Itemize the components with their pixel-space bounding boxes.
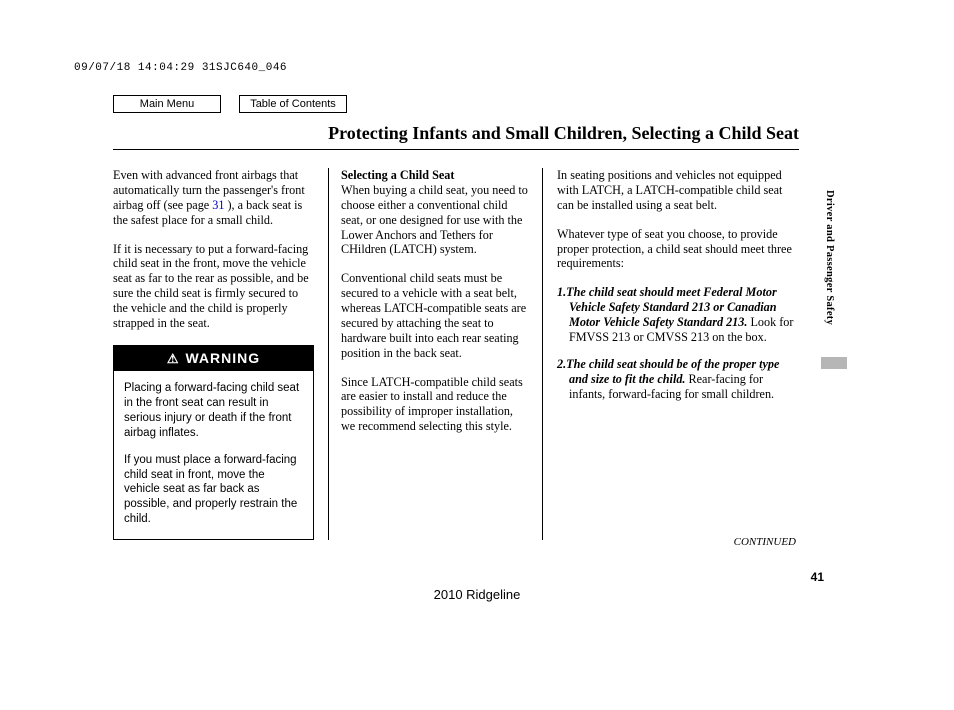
text: When buying a child seat, you need to ch…	[341, 183, 528, 257]
side-tab-label: Driver and Passenger Safety	[824, 190, 835, 325]
requirements-list: 1.The child seat should meet Federal Mot…	[557, 285, 799, 401]
warning-box: WARNING Placing a forward-facing child s…	[113, 345, 314, 541]
col3-para-2: Whatever type of seat you choose, to pro…	[557, 227, 799, 272]
col2-para-1: Selecting a Child Seat When buying a chi…	[341, 168, 530, 257]
col2-para-2: Conventional child seats must be secured…	[341, 271, 530, 360]
requirement-2: 2.The child seat should be of the proper…	[557, 357, 799, 402]
warning-body: Placing a forward-facing child seat in t…	[114, 371, 313, 539]
req-number: 2.	[557, 357, 566, 371]
req-number: 1.	[557, 285, 566, 299]
col3-para-1: In seating positions and vehicles not eq…	[557, 168, 799, 213]
requirement-1: 1.The child seat should meet Federal Mot…	[557, 285, 799, 345]
page-link-31[interactable]: 31	[209, 198, 227, 212]
nav-bar: Main Menu Table of Contents	[113, 95, 347, 113]
column-2: Selecting a Child Seat When buying a chi…	[328, 168, 543, 540]
col2-para-3: Since LATCH-compatible child seats are e…	[341, 375, 530, 435]
table-of-contents-button[interactable]: Table of Contents	[239, 95, 347, 113]
col1-para-2: If it is necessary to put a forward-faci…	[113, 242, 314, 331]
warning-para-2: If you must place a forward-facing child…	[124, 453, 303, 528]
continued-label: CONTINUED	[734, 536, 796, 548]
page-number: 41	[811, 570, 824, 584]
model-year: 2010 Ridgeline	[0, 587, 954, 602]
column-3: In seating positions and vehicles not eq…	[543, 168, 799, 540]
col1-para-1: Even with advanced front airbags that au…	[113, 168, 314, 228]
side-index-block	[821, 357, 847, 369]
section-heading: Selecting a Child Seat	[341, 168, 454, 182]
manual-page: 09/07/18 14:04:29 31SJC640_046 Main Menu…	[0, 0, 954, 710]
warning-para-1: Placing a forward-facing child seat in t…	[124, 381, 303, 441]
content-columns: Even with advanced front airbags that au…	[113, 168, 799, 540]
req-bold-text: The child seat should meet Federal Motor…	[566, 285, 777, 329]
timestamp-stamp: 09/07/18 14:04:29 31SJC640_046	[74, 62, 287, 74]
warning-header: WARNING	[114, 346, 313, 371]
page-title: Protecting Infants and Small Children, S…	[113, 123, 799, 150]
main-menu-button[interactable]: Main Menu	[113, 95, 221, 113]
side-tab: Driver and Passenger Safety	[824, 190, 838, 325]
column-1: Even with advanced front airbags that au…	[113, 168, 328, 540]
